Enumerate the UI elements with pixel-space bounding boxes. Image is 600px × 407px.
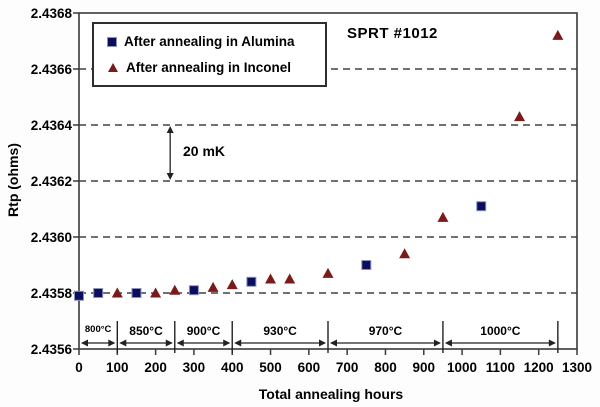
y-tick-label: 2.4362	[30, 173, 72, 189]
data-point-triangle	[437, 211, 449, 222]
temp-segment-label: 900°C	[186, 324, 221, 338]
data-point-square	[246, 276, 257, 287]
delta-annotation-label: 20 mK	[183, 143, 226, 159]
y-tick-label: 2.4368	[30, 5, 72, 21]
data-point-triangle	[322, 267, 334, 278]
temp-segment-label: 1000°C	[480, 324, 521, 338]
data-point-triangle	[111, 287, 123, 298]
arrowhead-icon	[223, 339, 231, 347]
x-tick-label: 1100	[485, 360, 516, 375]
y-tick-label: 2.4366	[30, 61, 72, 77]
data-point-triangle	[169, 284, 181, 295]
x-tick-label: 300	[182, 360, 206, 375]
x-tick-label: 0	[75, 360, 83, 375]
data-point-square	[476, 201, 487, 212]
x-tick-label: 500	[259, 360, 282, 375]
data-point-triangle	[265, 273, 277, 284]
x-tick-label: 1300	[561, 360, 593, 375]
arrowhead-icon	[176, 339, 184, 347]
legend: After annealing in Alumina After anneali…	[92, 22, 327, 87]
arrowhead-icon	[81, 339, 88, 347]
data-point-triangle	[284, 273, 296, 284]
arrowhead-icon	[166, 126, 174, 133]
legend-item-inconel: After annealing in Inconel	[108, 60, 325, 75]
temp-segment-label: 930°C	[263, 324, 297, 338]
x-tick-label: 100	[106, 360, 129, 375]
data-point-triangle	[399, 248, 411, 259]
x-tick-label: 1000	[447, 360, 478, 375]
data-point-triangle	[552, 29, 564, 40]
arrowhead-icon	[119, 339, 127, 347]
temp-segment-label: 970°C	[368, 324, 403, 338]
data-point-square	[74, 290, 84, 301]
x-tick-label: 400	[220, 360, 244, 375]
y-tick-label: 2.4356	[30, 341, 72, 357]
temp-segment-label: 800°C	[84, 324, 112, 335]
x-tick-label: 700	[335, 360, 359, 375]
legend-item-alumina: After annealing in Alumina	[108, 34, 325, 49]
x-tick-label: 600	[297, 360, 321, 375]
x-axis-title: Total annealing hours	[258, 386, 404, 402]
y-tick-label: 2.4358	[30, 285, 72, 301]
y-axis-title: Rtp (ohms)	[5, 143, 21, 217]
x-tick-label: 1200	[523, 360, 554, 375]
arrowhead-icon	[165, 339, 173, 347]
arrowhead-icon	[234, 339, 242, 347]
arrowhead-icon	[433, 339, 441, 347]
temp-segment-label: 850°C	[129, 324, 163, 338]
arrowhead-icon	[319, 339, 326, 347]
arrowhead-icon	[444, 339, 452, 347]
data-point-square	[361, 260, 372, 270]
inconel-triangle-marker-icon	[108, 62, 118, 72]
arrowhead-icon	[548, 339, 556, 347]
arrowhead-icon	[166, 173, 174, 180]
x-tick-label: 800	[374, 360, 397, 375]
y-tick-label: 2.4364	[30, 117, 72, 133]
data-point-triangle	[226, 279, 238, 290]
arrowhead-icon	[330, 339, 337, 347]
data-point-square	[188, 285, 199, 296]
data-point-triangle	[514, 111, 526, 122]
legend-label-alumina: After annealing in Alumina	[124, 34, 295, 50]
y-tick-label: 2.4360	[30, 229, 72, 245]
legend-label-inconel: After annealing in Inconel	[126, 59, 292, 75]
arrowhead-icon	[108, 339, 116, 347]
data-point-square	[131, 288, 142, 298]
chart-title: SPRT #1012	[347, 25, 438, 42]
data-point-triangle	[150, 287, 162, 298]
data-point-square	[93, 288, 104, 298]
data-point-triangle	[207, 281, 219, 292]
x-tick-label: 900	[412, 360, 436, 375]
x-tick-label: 200	[144, 360, 167, 375]
alumina-square-marker-icon	[108, 37, 116, 46]
